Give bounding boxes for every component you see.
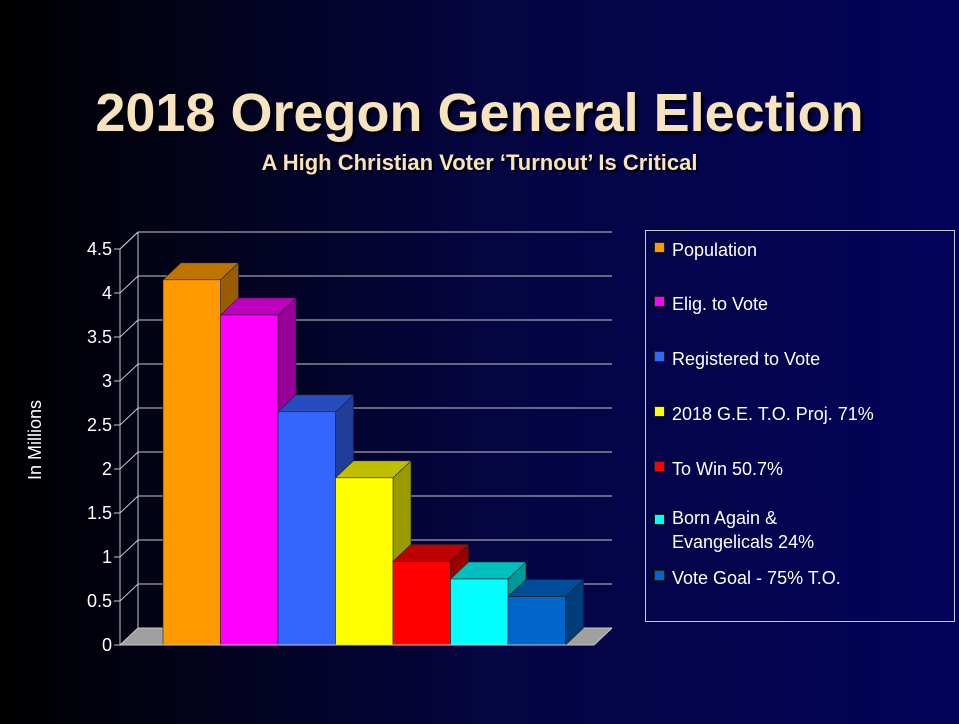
bar-front: [335, 477, 394, 646]
gridline-side: [119, 583, 139, 602]
legend-label: 2018 G.E. T.O. Proj. 71%: [672, 404, 874, 424]
gridline-side: [119, 407, 139, 426]
legend-label: Born Again &: [672, 508, 778, 528]
legend-label: Elig. to Vote: [672, 294, 769, 314]
legend-label: Registered to Vote: [672, 349, 821, 369]
gridline-side: [119, 495, 139, 514]
chart-back-wall: [119, 231, 139, 645]
chart-title: 2018 Oregon General Election: [95, 83, 864, 143]
y-axis-tick-labels: 0 0.5 1 1.5 2 2.5 3 3.5 4 4.5: [87, 239, 120, 655]
bar-7: [507, 578, 585, 646]
legend-swatch: [654, 406, 665, 417]
gridline-side: [119, 319, 139, 338]
y-tick-label: 2: [102, 459, 112, 479]
bar-front: [277, 411, 336, 646]
gridline-side: [119, 275, 139, 294]
y-tick-label: 4.5: [87, 239, 112, 259]
y-tick-label: 1: [102, 547, 112, 567]
gridline-side: [119, 627, 139, 646]
bar-front: [220, 314, 279, 646]
legend-label: Vote Goal - 75% T.O.: [672, 568, 841, 588]
bar-front: [507, 596, 566, 646]
gridline-side: [119, 539, 139, 558]
y-tick-label: 0: [102, 635, 112, 655]
legend-label: Population: [672, 240, 758, 260]
y-tick-label: 0.5: [87, 591, 112, 611]
chart-subtitle: A High Christian Voter ‘Turnout’ Is Crit…: [261, 150, 698, 175]
bar-front: [162, 279, 221, 646]
y-tick-label: 3: [102, 371, 112, 391]
legend-swatch: [654, 514, 665, 525]
y-tick-label: 3.5: [87, 327, 112, 347]
legend-label: Evangelicals 24%: [672, 532, 815, 552]
bar-front: [392, 561, 451, 646]
y-tick-label: 1.5: [87, 503, 112, 523]
bar-front: [450, 578, 509, 646]
legend-swatch: [654, 351, 665, 362]
bar-3: [277, 394, 355, 646]
gridline-side: [119, 231, 139, 250]
chart-legend: Population Elig. to Vote Registered to Vot…: [645, 230, 955, 622]
bar-2: [219, 297, 297, 646]
legend-swatch: [654, 296, 665, 307]
legend-swatch: [654, 242, 665, 253]
chart-bars: [162, 262, 585, 646]
legend-swatch: [654, 570, 665, 581]
y-tick-label: 2.5: [87, 415, 112, 435]
y-axis-title: In Millions: [25, 400, 45, 480]
legend-swatch: [654, 461, 665, 472]
gridline-side: [119, 451, 139, 470]
chart-axes: [120, 627, 613, 646]
gridline-side: [119, 363, 139, 382]
y-tick-label: 4: [102, 283, 112, 303]
legend-label: To Win 50.7%: [672, 459, 784, 479]
floor-right-edge: [593, 627, 613, 646]
